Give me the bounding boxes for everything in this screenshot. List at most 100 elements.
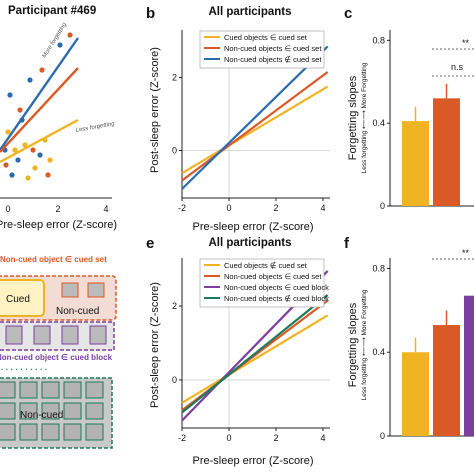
panel-f-bar (433, 325, 460, 436)
noncued-block-tile (63, 402, 82, 420)
noncued-block-tile (41, 381, 60, 399)
noncued-object-tile (61, 282, 79, 298)
panel-e-y-tick-label: 2 (172, 301, 177, 311)
panel-e-plot: -2 0 2 4 0 2 Cued objects ∉ cued set Non-cued o… (172, 258, 330, 443)
panel-b-ylabel: Post-sleep error (Z-score) (149, 47, 161, 173)
panel-a-scatter (0, 32, 79, 181)
panel-b-xlabel: Pre-sleep error (Z-score) (192, 221, 313, 233)
panel-c-bar (402, 121, 429, 206)
panel-a-fit-line (0, 37, 79, 151)
panel-c-y-tick-label: 0.8 (372, 35, 385, 45)
panel-a-point (57, 42, 63, 48)
noncued-block-tile (19, 423, 38, 441)
panel-e-title: All participants (208, 237, 291, 249)
noncued-block-tile (85, 381, 104, 399)
panel-f: f Forgetting slopes Less forgetting ⟵⟶ M… (344, 235, 474, 441)
panel-e-x-tick-label: 2 (273, 433, 278, 443)
panel-a-point (25, 175, 31, 181)
panel-e-xlabel: Pre-sleep error (Z-score) (192, 455, 313, 467)
panel-a-tick: 0 (5, 204, 10, 214)
panel-a-title: Participant #469 (8, 5, 96, 17)
panel-f-bar (464, 295, 474, 436)
panel-a-tick: 4 (103, 204, 108, 214)
panel-a-point (47, 157, 53, 163)
noncued-label: Non-cued (56, 306, 99, 317)
panel-f-letter: f (344, 235, 350, 252)
panel-f-plot: 0 0.4 0.8 (372, 258, 474, 441)
panel-c-y-tick-label: 0 (380, 201, 385, 211)
panel-b-x-tick-label: -2 (178, 203, 186, 213)
panel-a-point (17, 107, 23, 113)
panel-c-sig-star: ** (462, 38, 470, 48)
panel-a-point (37, 152, 43, 158)
noncued-block-grid (0, 381, 104, 441)
cued-object-box (0, 279, 45, 317)
noncued-block-tile (0, 402, 16, 420)
panel-b-letter: b (146, 5, 155, 22)
panel-b-y-tick-label: 0 (172, 146, 177, 156)
panel-b-series-line (181, 85, 329, 175)
panel-d: Non-cued object ∈ cued set Cued Non-cued… (0, 255, 117, 449)
noncued-block-tile (19, 402, 38, 420)
noncued-object-tile (87, 282, 105, 298)
noncued-block-tile (0, 381, 16, 399)
noncued-block-label: Non-cued (20, 410, 63, 421)
panel-f-bar (402, 352, 429, 436)
panel-e-y-tick-label: 0 (172, 375, 177, 385)
block-object-tile (33, 325, 51, 345)
noncued-block-tile (63, 423, 82, 441)
panel-b-x-tick-label: 0 (226, 203, 231, 213)
panel-b-legend-box (199, 30, 325, 69)
panel-e-ylabel: Post-sleep error (Z-score) (149, 282, 161, 408)
panel-a-point (5, 129, 11, 135)
panel-f-y-tick-label: 0.8 (372, 263, 385, 273)
panel-a-point (30, 147, 36, 153)
block-object-tile (5, 325, 23, 345)
panel-a-point (22, 142, 28, 148)
panel-f-ylabel: Forgetting slopes (347, 302, 359, 387)
panel-b-legend-label: Non-cued objects ∈ cued set (224, 44, 322, 53)
panel-e-series-line (181, 314, 329, 404)
panel-a-point (67, 32, 73, 38)
panel-a-xlabel: Pre-sleep error (Z-score) (0, 219, 117, 231)
panel-c-ylabel: Forgetting slopes (347, 75, 359, 160)
panel-a-point (39, 67, 45, 73)
block-object-tile (89, 325, 107, 345)
block-object-tile (61, 325, 79, 345)
panel-a-point (9, 172, 15, 178)
panel-a-point (3, 162, 9, 168)
panel-a-tick: 2 (55, 204, 60, 214)
panel-c-y-tick-label: 0.4 (372, 118, 385, 128)
panel-b-x-tick-label: 4 (320, 203, 325, 213)
panel-c-letter: c (344, 5, 352, 22)
noncued-block-tile (41, 423, 60, 441)
panel-e-legend-label: Non-cued objects ∉ cued block (224, 294, 329, 303)
noncued-block-tile (41, 402, 60, 420)
panel-e: e All participants Pre-sleep error (Z-sc… (146, 235, 330, 467)
panel-a-fit-line (0, 67, 79, 153)
noncued-block-tile (85, 402, 104, 420)
panel-b-title: All participants (208, 6, 291, 18)
panel-b-y-tick-label: 2 (172, 72, 177, 82)
noncued-block-tile (85, 423, 104, 441)
panel-b-legend-label: Non-cued objects ∉ cued set (224, 55, 322, 64)
panel-f-ysub: Less forgetting ⟵⟶ More Forgetting (361, 289, 368, 400)
panel-e-legend-label: Non-cued objects ∈ cued set (224, 272, 322, 281)
panel-c-bar (433, 98, 460, 206)
panel-e-legend-box (199, 258, 325, 308)
panel-c-ysub: Less forgetting ⟵⟶ More Forgetting (361, 62, 368, 173)
panel-c-sig-ns: n.s (451, 62, 464, 72)
panel-e-x-tick-label: -2 (178, 433, 186, 443)
panel-a-note-more: More forgetting (42, 21, 69, 59)
panel-e-series-line (181, 294, 329, 414)
panel-a: Participant #469 0 2 4 Pre-sleep error (… (0, 5, 117, 231)
panel-a-point (15, 157, 21, 163)
panel-a-point (27, 77, 33, 83)
panel-e-legend-label: Cued objects ∉ cued set (224, 261, 308, 270)
panel-b-series-line (181, 45, 329, 190)
cued-label: Cued (6, 294, 30, 305)
panel-c-plot: 0 0.4 0.8 (372, 30, 474, 211)
panel-d-dash-legend: · · · · · · · · · · · (0, 365, 48, 374)
panel-b-series-line (181, 71, 329, 182)
